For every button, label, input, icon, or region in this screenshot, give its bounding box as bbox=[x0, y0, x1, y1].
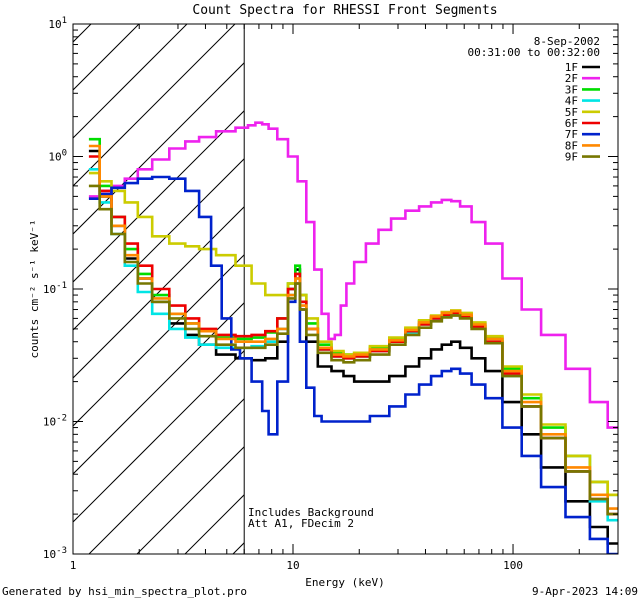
hatch-line bbox=[73, 110, 245, 283]
generated-by-label: Generated by hsi_min_spectra_plot.pro bbox=[2, 585, 247, 598]
hatch-line bbox=[73, 24, 236, 187]
hatch-line bbox=[73, 302, 245, 475]
hatch-line bbox=[73, 24, 188, 139]
legend-label-1f: 1F bbox=[565, 61, 578, 74]
background-note: Includes Background bbox=[248, 506, 374, 519]
x-tick-label: 10 bbox=[286, 559, 299, 572]
x-tick-label: 1 bbox=[70, 559, 77, 572]
time-range-label: 00:31:00 to 00:32:00 bbox=[468, 46, 600, 59]
y-tick-label: 10-1 bbox=[43, 281, 67, 296]
y-tick-label: 101 bbox=[48, 16, 67, 31]
hatch-line bbox=[329, 24, 640, 554]
y-tick-label: 10-3 bbox=[43, 546, 67, 561]
hatch-line bbox=[88, 398, 245, 554]
legend-label-7f: 7F bbox=[565, 128, 578, 141]
legend-label-8f: 8F bbox=[565, 139, 578, 152]
series-line-7f bbox=[88, 175, 618, 554]
hatch-line bbox=[73, 254, 245, 427]
y-axis-label: counts cm⁻² s⁻¹ keV⁻¹ bbox=[28, 219, 41, 358]
series-line-9f bbox=[88, 184, 618, 516]
y-tick-label: 100 bbox=[48, 149, 67, 164]
hatch-line bbox=[281, 24, 640, 554]
hatch-line bbox=[73, 158, 245, 331]
x-tick-label: 100 bbox=[503, 559, 523, 572]
legend-label-3f: 3F bbox=[565, 83, 578, 96]
hatch-lines bbox=[73, 24, 640, 554]
series-line-1f bbox=[88, 149, 618, 545]
axes: 1 10 100 101 100 10-1 10-2 10-3 bbox=[43, 16, 619, 572]
legend-label-4f: 4F bbox=[565, 95, 578, 108]
y-axis-label-text: counts cm⁻² s⁻¹ keV⁻¹ bbox=[28, 219, 41, 358]
hatch-line bbox=[73, 62, 245, 235]
series-line-2f bbox=[88, 121, 618, 429]
footer-date-label: 9-Apr-2023 14:09 bbox=[532, 585, 638, 598]
date-label: 8-Sep-2002 bbox=[534, 35, 600, 48]
legend-label-2f: 2F bbox=[565, 72, 578, 85]
legend-label-5f: 5F bbox=[565, 106, 578, 119]
legend-label-9f: 9F bbox=[565, 151, 578, 164]
y-tick-label: 10-2 bbox=[43, 414, 67, 429]
attenuator-note: Att A1, FDecim 2 bbox=[248, 517, 354, 530]
hatched-region bbox=[73, 24, 640, 554]
x-axis-label: Energy (keV) bbox=[305, 576, 384, 589]
hatch-line bbox=[136, 446, 245, 554]
chart-title: Count Spectra for RHESSI Front Segments bbox=[192, 3, 497, 18]
hatch-line bbox=[73, 350, 245, 523]
series-group bbox=[88, 121, 618, 554]
legend-label-6f: 6F bbox=[565, 117, 578, 130]
